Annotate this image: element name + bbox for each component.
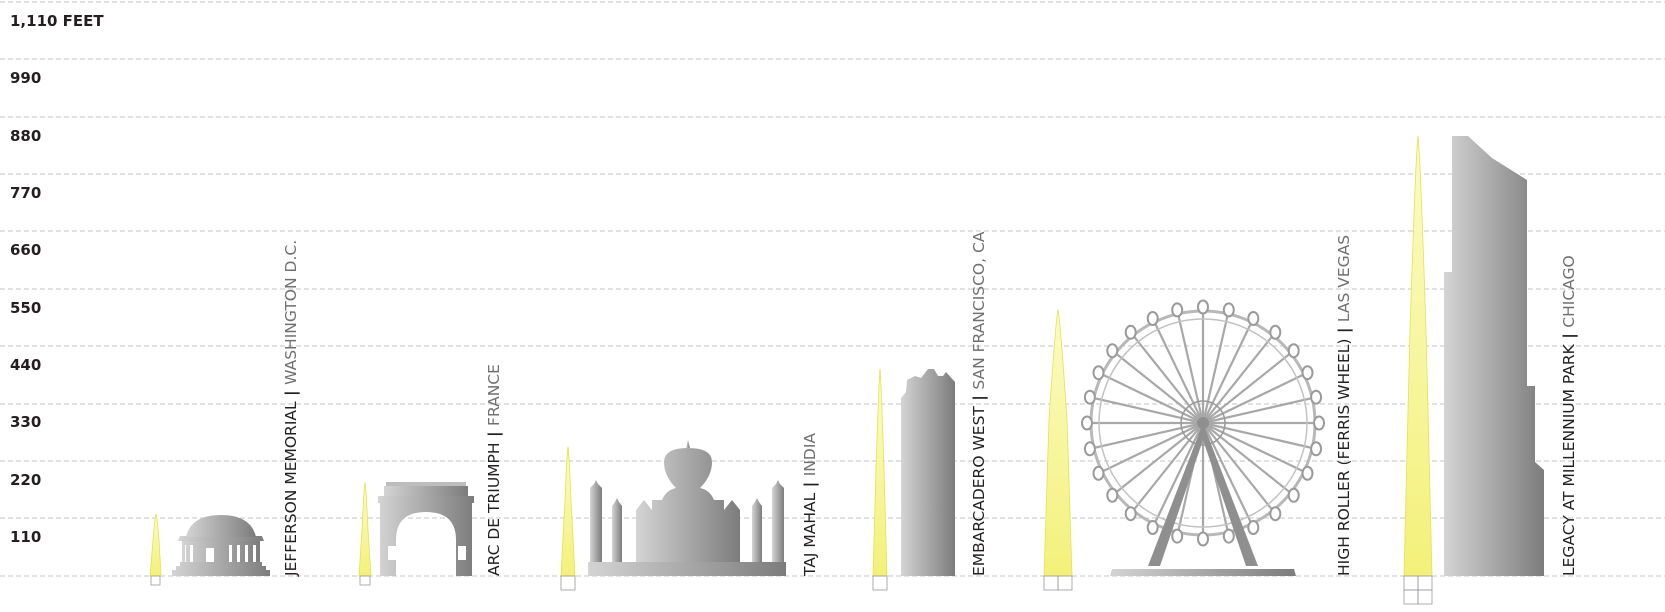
wheel-spoke bbox=[1154, 323, 1204, 424]
wheel-cabin bbox=[1092, 465, 1105, 481]
jefferson-memorial-silhouette bbox=[172, 515, 270, 576]
wheel-cabin bbox=[1301, 365, 1314, 381]
y-tick-label: 770 bbox=[10, 184, 41, 202]
wheel-cabin bbox=[1146, 520, 1159, 535]
wheel-spoke bbox=[1133, 422, 1204, 510]
legacy-tower-silhouette bbox=[1444, 136, 1544, 576]
wheel-spoke bbox=[1116, 422, 1204, 493]
label-embarcadero: EMBARCADERO WEST | SAN FRANCISCO, CA bbox=[970, 231, 989, 576]
wheel-cabin bbox=[1083, 441, 1096, 457]
y-tick-label: 220 bbox=[10, 471, 41, 489]
wheel-spoke bbox=[1202, 422, 1290, 493]
label-place: WASHINGTON D.C. bbox=[282, 240, 300, 385]
high-roller-silhouette bbox=[1081, 299, 1325, 576]
flame-legacy bbox=[1403, 135, 1433, 605]
wheel-cabin bbox=[1247, 311, 1260, 326]
wheel-spoke bbox=[1202, 422, 1303, 472]
wheel-cabin bbox=[1310, 441, 1323, 457]
flame-arc bbox=[358, 481, 372, 586]
wheel-spoke bbox=[1116, 353, 1204, 424]
flame-jefferson bbox=[149, 513, 162, 586]
label-separator: | bbox=[485, 426, 504, 442]
taj-mahal-silhouette bbox=[588, 440, 786, 576]
grid-lines bbox=[0, 1, 1665, 577]
label-separator: | bbox=[1560, 328, 1579, 344]
label-place: FRANCE bbox=[485, 364, 503, 426]
label-legacy: LEGACY AT MILLENNIUM PARK | CHICAGO bbox=[1560, 255, 1579, 576]
label-separator: | bbox=[970, 390, 989, 406]
wheel-spoke bbox=[1202, 422, 1273, 510]
wheel-cabin bbox=[1269, 324, 1282, 340]
wheel-spoke bbox=[1177, 315, 1205, 424]
y-axis-labels: 110 220 330 440 550 660 770 880 990 1,11… bbox=[10, 12, 104, 546]
label-separator: | bbox=[1335, 322, 1354, 338]
wheel-spoke bbox=[1202, 336, 1273, 424]
wheel-spoke bbox=[1095, 421, 1204, 449]
wheel-spoke bbox=[1103, 374, 1204, 424]
wheel-spoke bbox=[1154, 422, 1204, 523]
wheel-cabin bbox=[1287, 487, 1300, 503]
wheel-cabin bbox=[1197, 299, 1209, 315]
arc-de-triumph-silhouette bbox=[378, 482, 474, 576]
wheel-spoke bbox=[1202, 353, 1290, 424]
flame-taj bbox=[560, 446, 576, 591]
label-place: INDIA bbox=[801, 433, 819, 477]
wheel-spoke bbox=[1202, 421, 1311, 449]
wheel-cabin bbox=[1106, 343, 1119, 359]
y-tick-label: 1,110 FEET bbox=[10, 12, 104, 30]
label-place: SAN FRANCISCO, CA bbox=[970, 231, 988, 389]
label-jefferson: JEFFERSON MEMORIAL | WASHINGTON D.C. bbox=[282, 240, 301, 577]
y-tick-label: 440 bbox=[10, 356, 41, 374]
wheel-spoke bbox=[1201, 315, 1229, 424]
label-high-roller: HIGH ROLLER (FERRIS WHEEL) | LAS VEGAS bbox=[1335, 235, 1354, 576]
label-place: LAS VEGAS bbox=[1335, 235, 1353, 322]
wheel-spoke bbox=[1095, 397, 1204, 425]
wheel-cabin bbox=[1171, 302, 1184, 318]
wheel-cabin bbox=[1171, 528, 1184, 544]
wheel-cabin bbox=[1269, 506, 1282, 522]
wheel-cabin bbox=[1222, 528, 1235, 544]
y-tick-label: 880 bbox=[10, 127, 41, 145]
label-arc: ARC DE TRIUMPH | FRANCE bbox=[485, 364, 504, 576]
label-name: TAJ MAHAL bbox=[801, 492, 819, 577]
label-name: ARC DE TRIUMPH bbox=[485, 442, 503, 576]
wheel-cabin bbox=[1247, 520, 1260, 535]
wheel-spoke bbox=[1133, 336, 1204, 424]
wheel-spoke bbox=[1103, 422, 1204, 472]
wheel-cabin bbox=[1310, 389, 1323, 405]
label-place: CHICAGO bbox=[1560, 255, 1578, 327]
y-tick-label: 660 bbox=[10, 241, 41, 259]
embarcadero-west-silhouette bbox=[901, 369, 955, 576]
y-tick-label: 990 bbox=[10, 69, 41, 87]
label-name: HIGH ROLLER (FERRIS WHEEL) bbox=[1335, 339, 1353, 576]
wheel-spoke bbox=[1202, 422, 1252, 523]
label-taj: TAJ MAHAL | INDIA bbox=[801, 433, 820, 577]
y-tick-label: 330 bbox=[10, 413, 41, 431]
flame-high-roller bbox=[1043, 308, 1073, 591]
wheel-cabin bbox=[1146, 311, 1159, 326]
label-name: LEGACY AT MILLENNIUM PARK bbox=[1560, 343, 1578, 576]
wheel-spoke bbox=[1202, 397, 1311, 425]
wheel-cabin bbox=[1313, 415, 1325, 431]
wheel-cabin bbox=[1197, 531, 1209, 547]
wheel-cabin bbox=[1287, 343, 1300, 359]
wheel-spoke bbox=[1202, 374, 1303, 424]
y-tick-label: 550 bbox=[10, 299, 41, 317]
wheel-spoke bbox=[1202, 323, 1252, 424]
wheel-cabin bbox=[1301, 465, 1314, 481]
label-separator: | bbox=[801, 476, 820, 492]
wheel-cabin bbox=[1124, 324, 1137, 340]
wheel-cabin bbox=[1222, 302, 1235, 318]
wheel-cabin bbox=[1092, 365, 1105, 381]
label-name: JEFFERSON MEMORIAL bbox=[282, 401, 300, 577]
flame-embarcadero bbox=[872, 368, 888, 591]
wheel-cabin bbox=[1124, 506, 1137, 522]
wheel-cabin bbox=[1081, 415, 1093, 431]
label-separator: | bbox=[282, 385, 301, 401]
label-name: EMBARCADERO WEST bbox=[970, 406, 988, 576]
wheel-cabin bbox=[1083, 389, 1096, 405]
wheel-cabin bbox=[1106, 487, 1119, 503]
y-tick-label: 110 bbox=[10, 528, 41, 546]
